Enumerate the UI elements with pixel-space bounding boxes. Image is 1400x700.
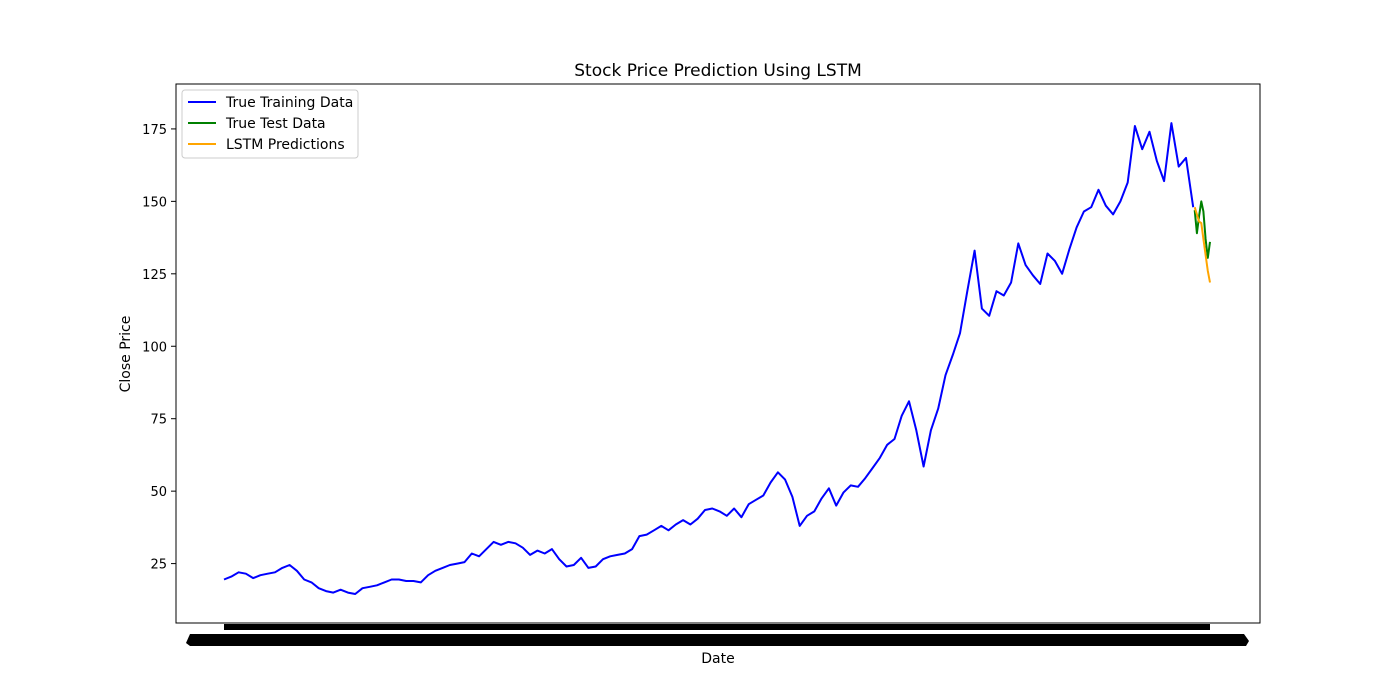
x-tick-marks-dense — [224, 624, 1210, 630]
test-series-line — [1193, 200, 1211, 259]
y-tick-label: 175 — [142, 123, 167, 138]
y-tick-label: 75 — [150, 413, 167, 428]
plot-frame — [175, 83, 1261, 624]
legend: True Training Data True Test Data LSTM P… — [181, 89, 359, 159]
legend-label-test: True Test Data — [225, 116, 326, 132]
prediction-series-line — [1193, 206, 1211, 283]
legend-box — [181, 89, 359, 159]
plot-area — [176, 84, 1260, 623]
y-axis-label: Close Price — [118, 316, 134, 393]
legend-label-predictions: LSTM Predictions — [226, 137, 345, 153]
chart-title: Stock Price Prediction Using LSTM — [574, 61, 862, 81]
y-tick-label: 150 — [142, 195, 167, 210]
x-axis-ticks — [186, 624, 1249, 646]
training-series-line — [223, 122, 1195, 595]
x-axis-label: Date — [701, 651, 734, 667]
y-axis-ticks: 25 50 75 100 125 150 175 — [142, 123, 176, 573]
y-tick-label: 50 — [150, 485, 167, 500]
series-layer — [223, 122, 1211, 595]
y-tick-label: 25 — [150, 558, 167, 573]
x-tick-labels-overlapping — [186, 634, 1249, 646]
legend-label-training: True Training Data — [225, 95, 353, 111]
y-tick-label: 100 — [142, 340, 167, 355]
y-tick-label: 125 — [142, 268, 167, 283]
